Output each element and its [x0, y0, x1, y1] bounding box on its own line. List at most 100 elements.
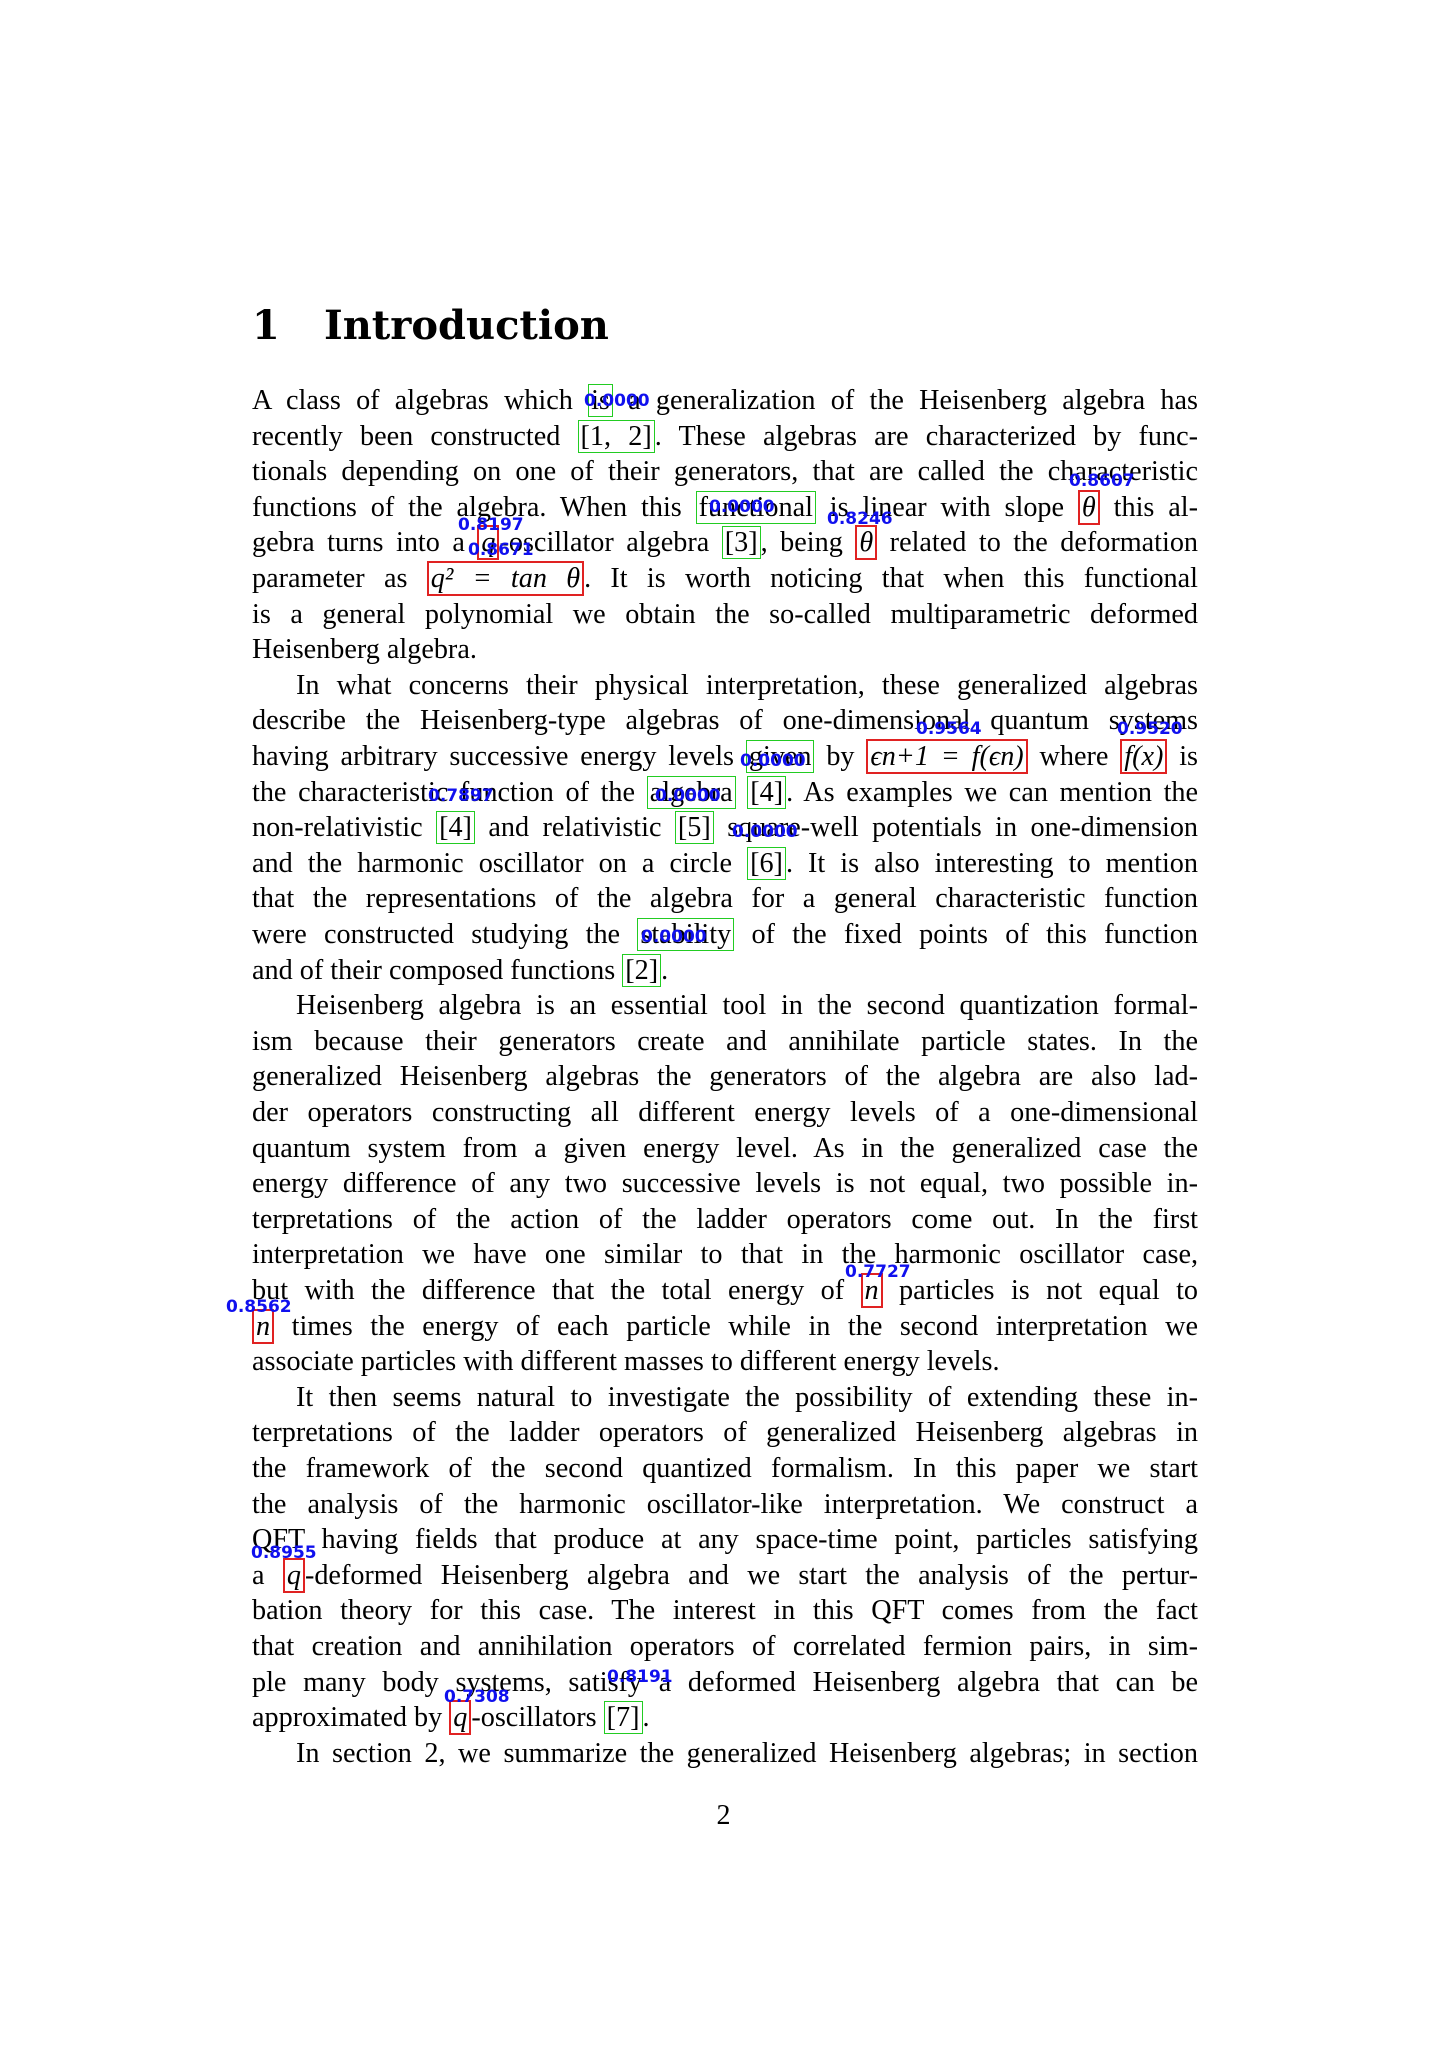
score-label: 0.8562	[226, 1297, 292, 1317]
math-span: ϵn+1 = f(ϵn)	[866, 739, 1028, 774]
text-span: by	[814, 741, 867, 772]
score-label: 0.8607	[1069, 471, 1135, 491]
math-span: q	[449, 1700, 472, 1736]
text-span: parameter as	[252, 563, 427, 594]
math-span: f(x)	[1120, 739, 1168, 774]
text-span: approximated by	[252, 1702, 450, 1734]
text-span: Heisenberg algebra.	[252, 634, 477, 666]
text-span: terpretations of the action of the ladde…	[252, 1203, 1198, 1235]
section-title: Introduction	[324, 302, 609, 349]
text-span: but with the difference that the total e…	[252, 1275, 861, 1306]
score-label: 0.8191	[607, 1667, 673, 1687]
math-span: n	[860, 1273, 883, 1308]
text-line: parameter as q² = tan θ. It is worth not…	[252, 561, 1198, 597]
text-span	[736, 777, 748, 808]
text-line: non-relativistic [4] and relativistic [5…	[252, 810, 1198, 846]
text-span: It then seems natural to investigate the…	[296, 1381, 1198, 1413]
text-line: that the representations of the algebra …	[252, 881, 1198, 917]
score-label: 0.0000	[655, 786, 721, 806]
text-line: recently been constructed [1, 2]. These …	[252, 419, 1198, 455]
text-span: In section 2, we summarize the generaliz…	[296, 1737, 1198, 1769]
text-span: . It is worth noticing that when this fu…	[584, 563, 1198, 594]
text-span: quantum system from a given energy level…	[252, 1132, 1198, 1164]
highlighted-span: algebra	[646, 775, 736, 809]
text-span: where	[1027, 741, 1121, 772]
text-span: QFT having fields that produce at any sp…	[252, 1524, 1198, 1556]
highlighted-span: [5]	[674, 811, 714, 845]
highlighted-span: functional	[695, 490, 816, 524]
text-span: related to the deformation	[877, 527, 1199, 559]
text-span: energy difference of any two successive …	[252, 1168, 1198, 1200]
text-line: approximated by q -oscillators [7].	[252, 1700, 1198, 1736]
text-span: that creation and annihilation operators…	[252, 1631, 1198, 1662]
text-line: a q -deformed Heisenberg algebra and we s…	[252, 1557, 1198, 1594]
score-label: 0.9520	[1117, 719, 1183, 739]
text-line: energy difference of any two successive …	[252, 1166, 1198, 1202]
text-span: a generalization of the Heisenberg algeb…	[612, 385, 1198, 416]
text-line: functions of the algebra. When this func…	[252, 489, 1198, 526]
text-line: is a general polynomial we obtain the so…	[252, 597, 1198, 633]
text-line: QFT having fields that produce at any sp…	[252, 1522, 1198, 1558]
math-span: θ	[1077, 489, 1100, 525]
highlighted-span: is	[588, 384, 613, 417]
text-span: of the fixed points of this function	[734, 919, 1198, 950]
text-span: generalized Heisenberg algebras the gene…	[252, 1061, 1198, 1093]
text-span: terpretations of the ladder operators of…	[252, 1417, 1198, 1449]
text-span: the framework of the second quantized fo…	[252, 1453, 1198, 1484]
text-span: that the representations of the algebra …	[252, 883, 1198, 915]
section-heading: 1 Introduction	[252, 302, 609, 349]
highlighted-span: [4]	[436, 811, 475, 845]
text-span: a	[252, 1559, 283, 1591]
highlighted-span: stability	[637, 918, 735, 951]
text-span: Heisenberg algebra is an essential tool …	[296, 990, 1198, 1022]
page-number: 2	[716, 1800, 731, 1831]
text-line: tionals depending on one of their genera…	[252, 454, 1198, 490]
text-span: In what concerns their physical interpre…	[296, 669, 1198, 701]
text-span: gebra turns into a	[252, 527, 478, 559]
text-span: -deformed Heisenberg algebra and we star…	[304, 1559, 1198, 1591]
score-label: 0.9564	[916, 719, 982, 739]
text-span: and relativistic	[474, 812, 675, 844]
text-span: . These algebras are characterized by fu…	[654, 420, 1198, 452]
text-span: having arbitrary successive energy level…	[252, 741, 746, 772]
score-label: 0.0000	[732, 822, 798, 842]
text-line: and the harmonic oscillator on a circle …	[252, 846, 1198, 882]
text-span: is	[1167, 741, 1199, 772]
text-span: the characteristic function of the	[252, 776, 647, 808]
math-span: q	[477, 525, 500, 561]
highlighted-span: [2]	[622, 953, 662, 987]
highlighted-span: [6]	[747, 846, 786, 880]
math-span: θ	[855, 525, 878, 561]
score-label: 0.8955	[251, 1543, 317, 1563]
text-span: and of their composed functions	[252, 954, 623, 986]
score-label: 0.7897	[428, 786, 494, 806]
text-line: bation theory for this case. The interes…	[252, 1593, 1198, 1629]
text-span: particles is not equal to	[882, 1275, 1198, 1306]
score-label: 0.8671	[468, 540, 534, 560]
text-line: generalized Heisenberg algebras the gene…	[252, 1059, 1198, 1095]
highlighted-span: [1, 2]	[577, 419, 655, 453]
text-line: terpretations of the action of the ladde…	[252, 1202, 1198, 1238]
text-line: quantum system from a given energy level…	[252, 1131, 1198, 1167]
score-label: 0.0000	[740, 751, 806, 771]
math-span: q² = tan θ	[426, 561, 585, 596]
section-number: 1	[252, 302, 280, 349]
text-span: associate particles with different masse…	[252, 1346, 1000, 1378]
score-label: 0.0000	[641, 927, 707, 947]
text-span: non-relativistic	[252, 812, 437, 844]
text-span: is a general polynomial we obtain the so…	[252, 598, 1198, 630]
text-span: recently been constructed	[252, 420, 578, 452]
text-span: der operators constructing all different…	[252, 1097, 1198, 1128]
math-span: n	[252, 1308, 275, 1344]
text-span: , being	[760, 527, 856, 559]
text-span: .	[661, 954, 669, 986]
text-span: bation theory for this case. The interes…	[252, 1595, 1198, 1627]
math-span: q	[282, 1557, 305, 1593]
text-line: having arbitrary successive energy level…	[252, 739, 1198, 775]
score-label: 0.0000	[709, 497, 775, 517]
text-span: the analysis of the harmonic oscillator-…	[252, 1488, 1198, 1520]
text-line: were constructed studying the stability …	[252, 917, 1198, 953]
text-line: In what concerns their physical interpre…	[252, 668, 1198, 704]
text-line: terpretations of the ladder operators of…	[252, 1415, 1198, 1451]
text-line: ple many body systems, satisfy a deforme…	[252, 1665, 1198, 1701]
